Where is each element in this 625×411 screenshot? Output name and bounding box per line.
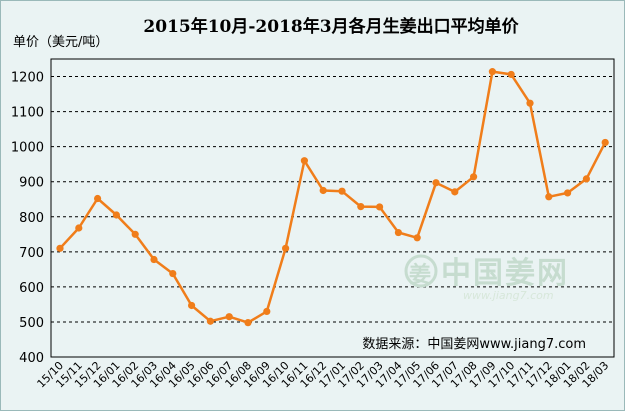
data-point [188,301,196,310]
y-tick-labels: 400 500 600 700 800 900 1000 1100 1200 [11,71,44,366]
data-point [94,194,102,203]
data-point [376,203,384,211]
y-tick-label: 700 [19,246,44,261]
data-point [564,189,572,197]
data-point [112,211,120,219]
data-point [507,70,515,79]
series-points [56,68,609,327]
data-point [263,307,271,316]
data-point [394,228,402,237]
y-tick-label: 500 [19,316,44,331]
data-point [357,202,365,211]
x-tick-labels: 15/1015/1115/1216/0116/0216/0316/0416/05… [35,359,612,391]
data-point [545,193,553,201]
watermark-text-en: www.jiang7.com [463,289,554,302]
data-point [75,224,83,232]
data-point [470,173,478,181]
data-point [488,68,496,76]
data-point [131,230,139,238]
data-point [601,138,609,147]
data-point [582,175,591,183]
y-tick-label: 1100 [11,106,44,121]
y-tick-label: 1200 [11,71,44,86]
data-point [432,179,440,187]
data-point [150,255,158,264]
watermark-text-cn: 中国姜网 [441,256,569,291]
data-point [338,187,346,195]
y-tick-label: 600 [19,281,44,296]
data-point [206,317,214,325]
plot-area-border [50,58,615,358]
y-tick-label: 400 [19,351,44,366]
series-line [59,70,607,324]
data-point [300,157,308,165]
data-point [56,244,64,252]
data-point [282,244,290,252]
grid-lines [51,76,614,323]
data-point [244,319,252,327]
data-point [451,188,459,196]
data-point [319,186,327,195]
watermark-logo: 姜 [404,254,438,288]
y-axis-label: 单价（美元/吨） [13,35,108,50]
watermark: 姜 中国姜网 www.jiang7.com [404,254,569,302]
data-point [526,99,534,107]
y-tick-label: 800 [19,211,44,226]
chart-title: 2015年10月-2018年3月各月生姜出口平均单价 [143,16,519,37]
data-point [413,234,421,242]
data-point [225,313,233,321]
watermark-logo-glyph: 姜 [409,262,433,288]
y-tick-label: 900 [19,176,44,191]
y-tick-label: 1000 [11,141,44,156]
watermark-logo-ring [404,254,438,288]
source-note: 数据来源：中国姜网www.jiang7.com [362,337,586,352]
data-point [169,269,177,278]
